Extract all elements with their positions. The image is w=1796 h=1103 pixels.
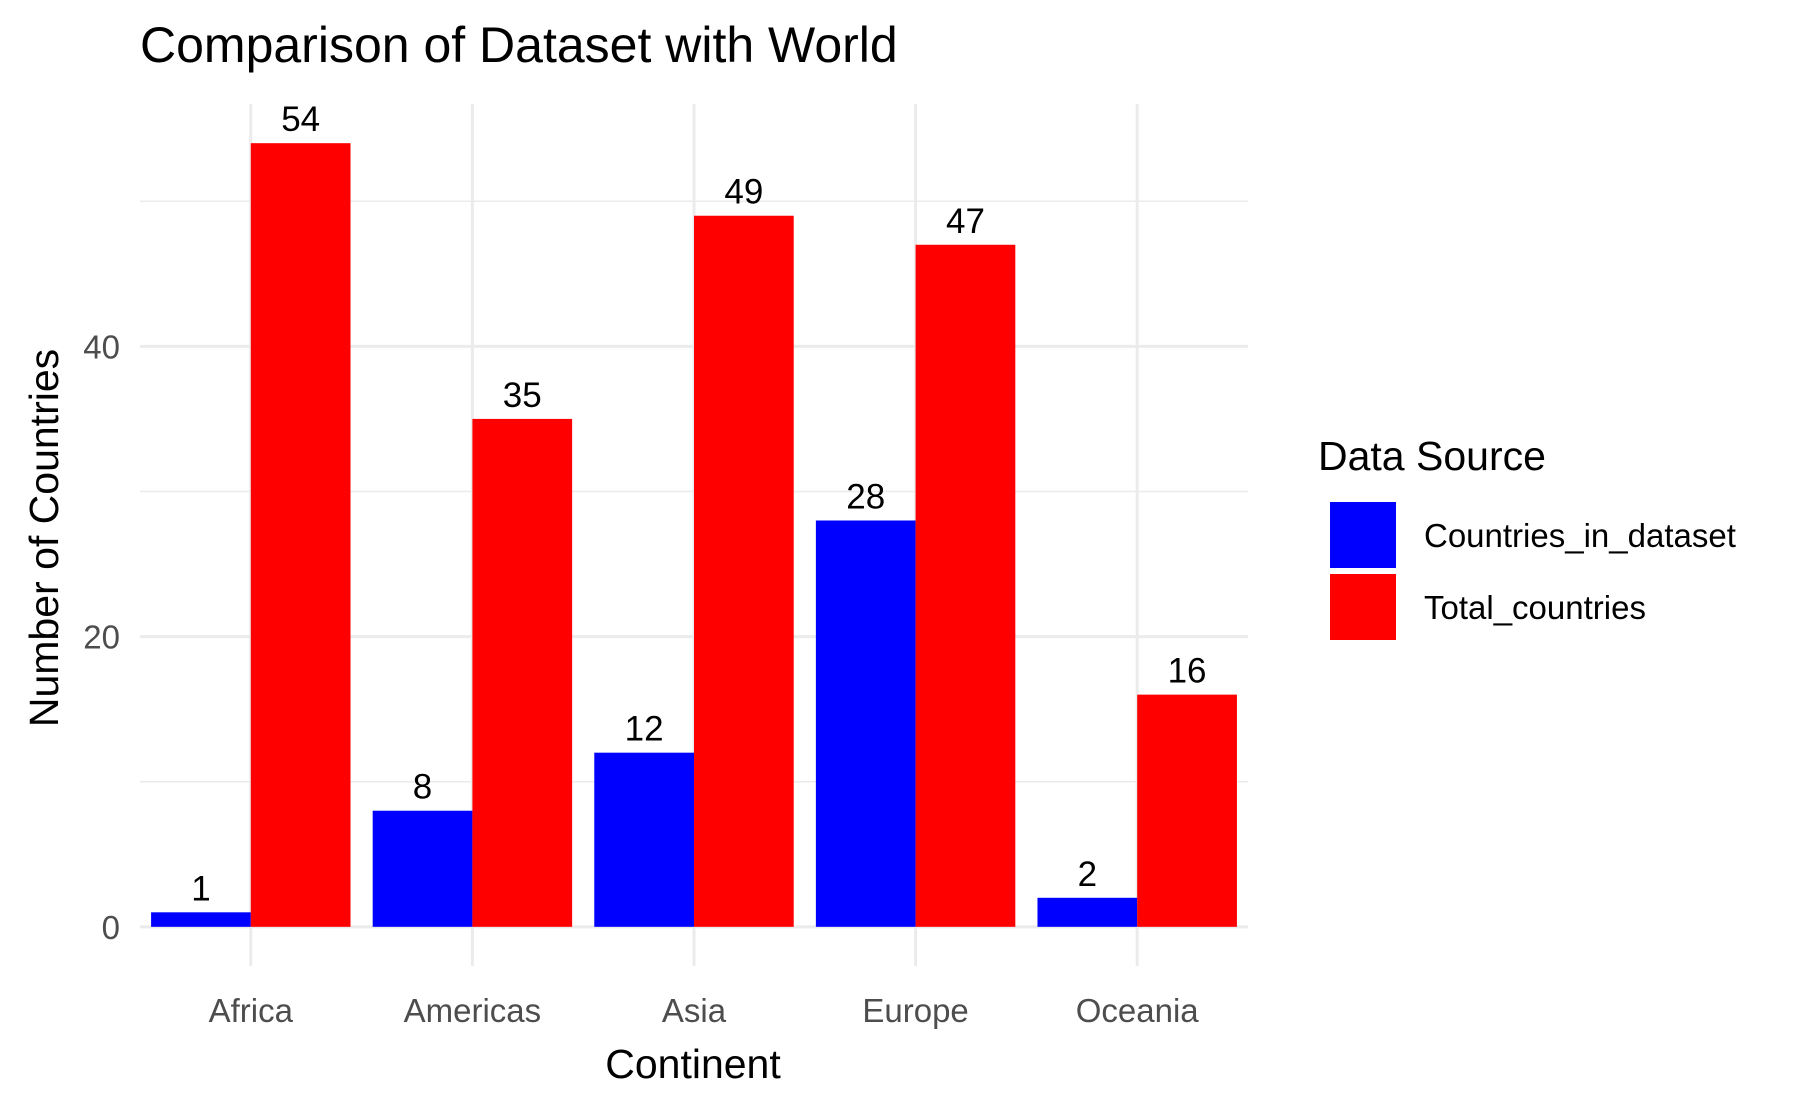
bar-value-label: 49: [724, 173, 763, 212]
bar-Total_countries-Americas: [472, 418, 573, 927]
chart-title: Comparison of Dataset with World: [140, 17, 898, 73]
bar-value-label: 2: [1078, 855, 1097, 894]
x-tick-label: Europe: [862, 992, 968, 1029]
bar-value-label: 54: [281, 100, 320, 139]
bar-value-label: 47: [946, 202, 985, 241]
y-tick-label: 20: [83, 619, 120, 656]
legend-key: [1330, 574, 1396, 640]
bar-Countries_in_dataset-Africa: [151, 912, 251, 927]
x-tick-label: Americas: [404, 992, 542, 1029]
bars: [151, 143, 1237, 927]
bar-Countries_in_dataset-Asia: [594, 752, 694, 927]
legend-label: Countries_in_dataset: [1424, 517, 1736, 554]
legend-title: Data Source: [1318, 433, 1546, 479]
bar-value-label: 8: [413, 768, 432, 807]
y-tick-label: 40: [83, 328, 120, 365]
bar-Countries_in_dataset-Europe: [815, 520, 916, 927]
bar-Total_countries-Europe: [915, 244, 1016, 927]
legend-key: [1330, 502, 1396, 568]
bar-Total_countries-Oceania: [1137, 694, 1237, 927]
y-axis-ticks: 0 20 40: [83, 328, 120, 945]
y-axis-title: Number of Countries: [21, 349, 67, 727]
bar-Countries_in_dataset-Oceania: [1037, 897, 1138, 927]
bar-value-label: 12: [625, 710, 664, 749]
x-tick-label: Asia: [662, 992, 727, 1029]
bar-value-label: 1: [191, 869, 210, 908]
x-axis-title: Continent: [605, 1041, 781, 1087]
bar-Total_countries-Asia: [694, 215, 794, 927]
y-tick-label: 0: [102, 909, 120, 946]
x-tick-label: Oceania: [1076, 992, 1200, 1029]
bar-Countries_in_dataset-Americas: [372, 810, 473, 927]
x-tick-label: Africa: [209, 992, 294, 1029]
bar-Total_countries-Africa: [250, 143, 351, 927]
bar-value-label: 28: [846, 477, 885, 516]
x-axis-ticks: Africa Americas Asia Europe Oceania: [209, 992, 1200, 1029]
legend-label: Total_countries: [1424, 589, 1646, 626]
bar-labels: 1 8 12 28 2 54 35 49 47 16: [191, 100, 1206, 908]
bar-value-label: 35: [503, 376, 542, 415]
legend: Data Source Countries_in_dataset Total_co…: [1318, 433, 1736, 640]
bar-value-label: 16: [1168, 652, 1207, 691]
